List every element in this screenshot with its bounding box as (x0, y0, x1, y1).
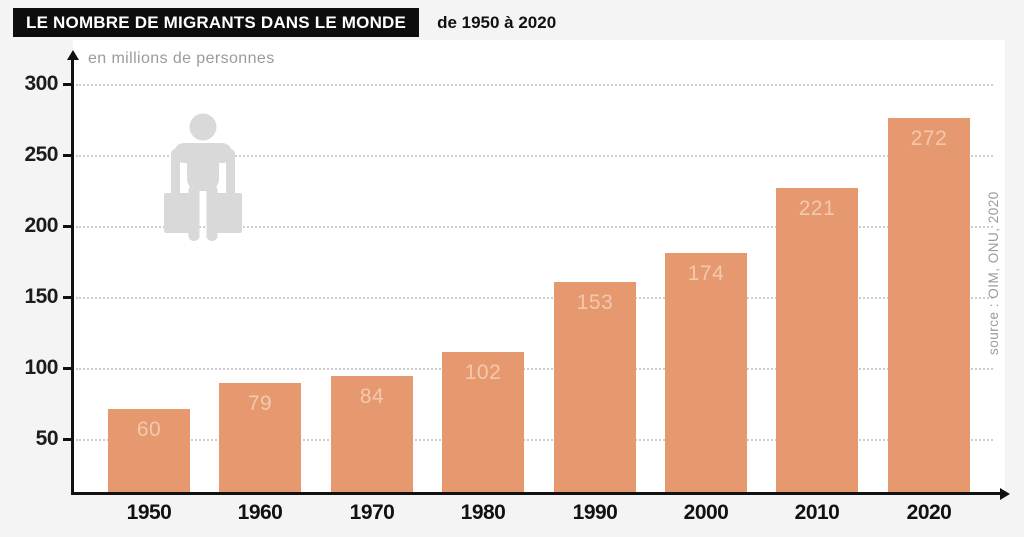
gridline (76, 226, 993, 228)
bar-value-label: 84 (359, 385, 385, 408)
y-axis-tick (63, 438, 73, 441)
bar-1960: 79 (219, 383, 301, 492)
y-axis-tick (63, 225, 73, 228)
x-axis-label: 1980 (460, 501, 506, 524)
y-axis-tick (63, 367, 73, 370)
y-axis-label: 150 (24, 285, 58, 308)
page-title: LE NOMBRE DE MIGRANTS DANS LE MONDE (13, 8, 420, 37)
y-axis-label: 50 (35, 427, 59, 450)
x-axis-label: 1960 (237, 501, 283, 524)
x-axis (71, 492, 1003, 495)
bar-value-label: 153 (576, 291, 614, 314)
gridline (76, 439, 993, 441)
migrant-icon (164, 113, 242, 241)
gridline (76, 155, 993, 157)
page-title-text: LE NOMBRE DE MIGRANTS DANS LE MONDE (26, 13, 407, 32)
x-axis-label: 2010 (794, 501, 840, 524)
y-axis-label: 100 (24, 356, 58, 379)
bar-1990: 153 (554, 282, 636, 492)
gridline (76, 84, 993, 86)
bar-2000: 174 (665, 253, 747, 492)
y-axis-label: 300 (24, 72, 58, 95)
y-axis-label: 250 (24, 143, 58, 166)
header: LE NOMBRE DE MIGRANTS DANS LE MONDE de 1… (13, 8, 556, 37)
x-axis-arrow-icon (1000, 487, 1010, 500)
bar-2020: 272 (888, 118, 970, 492)
gridline (76, 368, 993, 370)
bar-value-label: 60 (136, 418, 162, 441)
bar-value-label: 102 (464, 361, 502, 384)
bar-value-label: 174 (687, 262, 725, 285)
bar-value-label: 79 (247, 392, 273, 415)
x-axis-label: 1990 (572, 501, 618, 524)
x-axis-label: 2020 (906, 501, 952, 524)
y-axis-tick (63, 296, 73, 299)
bar-value-label: 272 (910, 127, 948, 150)
x-axis-label: 2000 (683, 501, 729, 524)
bar-1970: 84 (331, 376, 413, 492)
source-label: source : OIM, ONU, 2020 (986, 191, 1001, 355)
x-axis-label: 1950 (126, 501, 172, 524)
bar-1950: 60 (108, 409, 190, 492)
y-axis-label: 200 (24, 214, 58, 237)
y-axis-tick (63, 154, 73, 157)
y-axis-unit-label: en millions de personnes (88, 50, 275, 67)
y-axis-tick (63, 83, 73, 86)
subtitle: de 1950 à 2020 (437, 12, 557, 32)
bar-1980: 102 (442, 352, 524, 492)
bar-2010: 221 (776, 188, 858, 492)
x-axis-label: 1970 (349, 501, 395, 524)
y-axis-arrow-icon (66, 50, 79, 60)
y-axis (71, 58, 74, 495)
bar-value-label: 221 (798, 197, 836, 220)
gridline (76, 297, 993, 299)
